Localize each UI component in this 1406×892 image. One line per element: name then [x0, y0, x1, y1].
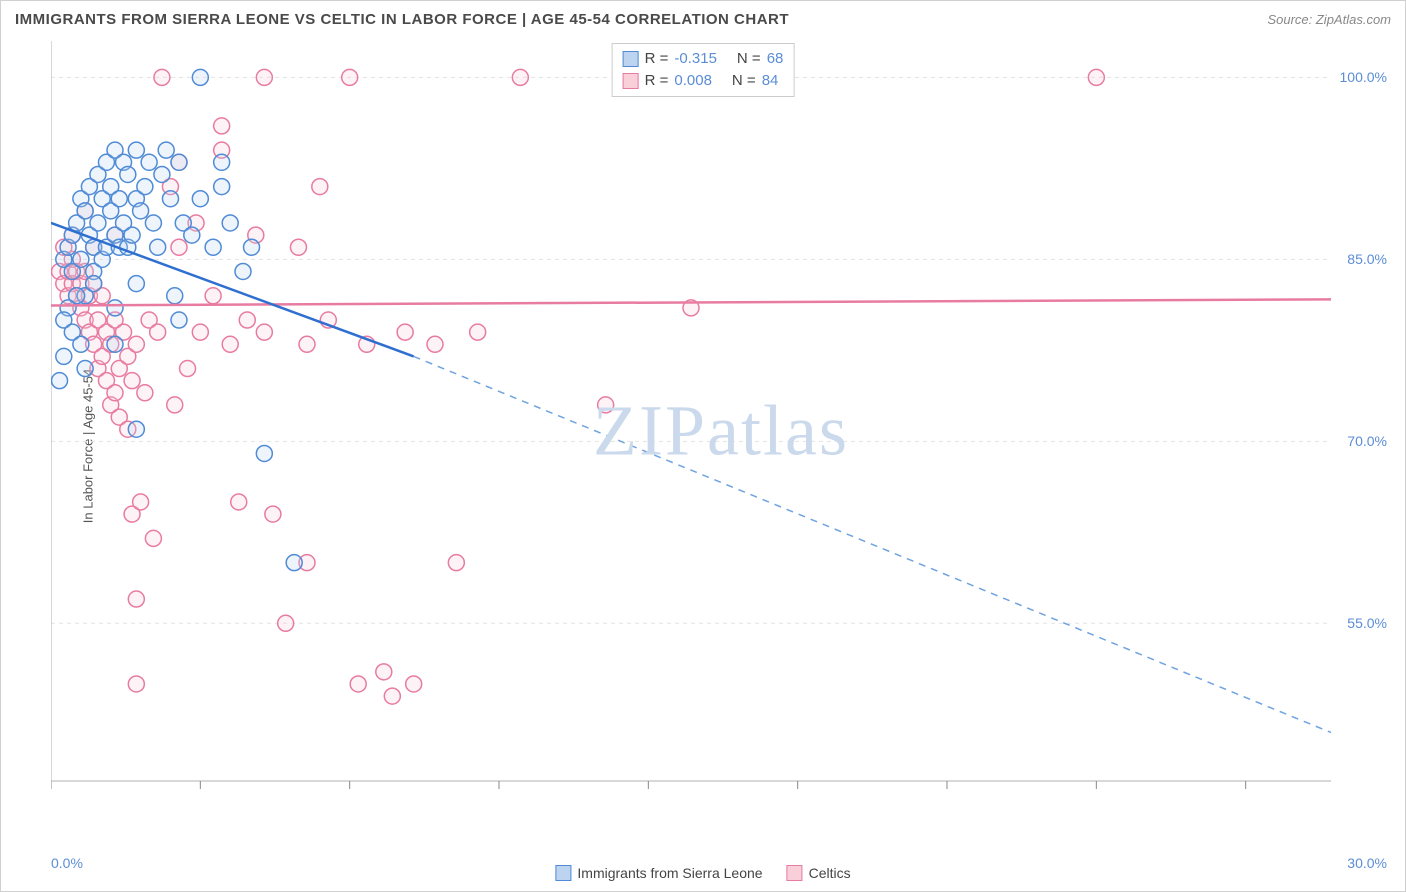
- x-tick-max: 30.0%: [1347, 855, 1387, 871]
- stat-r-value-2: 0.008: [674, 70, 712, 92]
- legend-swatch-pink: [787, 865, 803, 881]
- stat-n-value-2: 84: [762, 70, 779, 92]
- y-tick-label: 55.0%: [1347, 615, 1387, 631]
- bottom-legend: Immigrants from Sierra Leone Celtics: [555, 865, 850, 881]
- stat-legend-row-2: R = 0.008 N = 84: [623, 70, 784, 92]
- y-tick-label: 70.0%: [1347, 433, 1387, 449]
- stat-r-label: R =: [645, 48, 669, 70]
- legend-swatch-pink: [623, 73, 639, 89]
- title-bar: IMMIGRANTS FROM SIERRA LEONE VS CELTIC I…: [1, 1, 1405, 34]
- stat-r-label: R =: [645, 70, 669, 92]
- stat-n-label: N =: [737, 48, 761, 70]
- scatter-plot: [51, 41, 1391, 821]
- source-label: Source: ZipAtlas.com: [1267, 12, 1391, 27]
- stat-n-value-1: 68: [767, 48, 784, 70]
- chart-container: IMMIGRANTS FROM SIERRA LEONE VS CELTIC I…: [0, 0, 1406, 892]
- plot-wrap: ZIPatlas: [51, 41, 1391, 821]
- stat-r-value-1: -0.315: [674, 48, 717, 70]
- legend-item-1: Immigrants from Sierra Leone: [555, 865, 762, 881]
- stat-n-label: N =: [732, 70, 756, 92]
- legend-swatch-blue: [555, 865, 571, 881]
- legend-swatch-blue: [623, 51, 639, 67]
- chart-title: IMMIGRANTS FROM SIERRA LEONE VS CELTIC I…: [15, 11, 789, 28]
- legend-label-1: Immigrants from Sierra Leone: [577, 865, 762, 881]
- stat-legend: R = -0.315 N = 68 R = 0.008 N = 84: [612, 43, 795, 97]
- y-tick-label: 85.0%: [1347, 251, 1387, 267]
- stat-legend-row-1: R = -0.315 N = 68: [623, 48, 784, 70]
- legend-item-2: Celtics: [787, 865, 851, 881]
- legend-label-2: Celtics: [809, 865, 851, 881]
- y-tick-label: 100.0%: [1340, 69, 1387, 85]
- x-tick-min: 0.0%: [51, 855, 83, 871]
